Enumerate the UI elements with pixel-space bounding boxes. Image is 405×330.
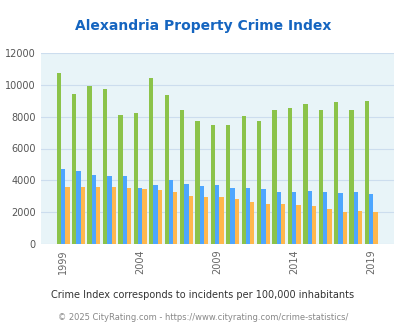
Bar <box>337 193 342 244</box>
Bar <box>138 188 142 244</box>
Bar <box>122 176 127 244</box>
Bar <box>272 110 276 244</box>
Bar <box>87 86 92 244</box>
Bar <box>107 176 111 244</box>
Bar <box>333 102 337 244</box>
Bar <box>364 101 368 244</box>
Bar <box>102 89 107 244</box>
Bar <box>164 95 168 244</box>
Bar <box>349 110 353 244</box>
Bar <box>133 113 138 244</box>
Bar <box>326 209 331 244</box>
Bar <box>226 125 230 244</box>
Bar <box>249 202 254 244</box>
Bar <box>353 192 357 244</box>
Bar <box>158 190 162 244</box>
Bar <box>179 110 184 244</box>
Bar <box>303 104 307 244</box>
Bar <box>72 94 76 244</box>
Bar <box>296 205 300 244</box>
Bar <box>188 196 192 244</box>
Bar <box>234 199 239 244</box>
Text: Crime Index corresponds to incidents per 100,000 inhabitants: Crime Index corresponds to incidents per… <box>51 290 354 300</box>
Bar <box>184 183 188 244</box>
Bar <box>118 115 122 244</box>
Bar <box>291 191 296 244</box>
Bar <box>256 120 261 244</box>
Bar <box>373 212 377 244</box>
Bar <box>276 191 280 244</box>
Bar <box>199 186 203 244</box>
Bar <box>92 175 96 244</box>
Bar <box>81 187 85 244</box>
Bar <box>210 125 215 244</box>
Bar <box>127 188 131 244</box>
Bar <box>307 191 311 244</box>
Bar <box>311 206 315 244</box>
Text: Alexandria Property Crime Index: Alexandria Property Crime Index <box>75 19 330 33</box>
Bar <box>287 108 291 244</box>
Bar <box>153 185 158 244</box>
Text: © 2025 CityRating.com - https://www.cityrating.com/crime-statistics/: © 2025 CityRating.com - https://www.city… <box>58 313 347 322</box>
Bar <box>342 212 346 244</box>
Bar <box>149 78 153 244</box>
Bar <box>61 169 65 244</box>
Bar <box>203 197 208 244</box>
Bar <box>76 171 81 244</box>
Bar <box>241 116 245 244</box>
Bar <box>357 211 362 244</box>
Bar <box>245 187 249 244</box>
Bar <box>219 197 223 244</box>
Bar <box>280 204 285 244</box>
Bar <box>168 180 173 244</box>
Bar <box>215 185 219 244</box>
Bar <box>261 189 265 244</box>
Bar <box>142 189 146 244</box>
Bar <box>57 73 61 244</box>
Bar <box>322 192 326 244</box>
Bar <box>368 194 373 244</box>
Bar <box>96 187 100 244</box>
Bar <box>111 187 115 244</box>
Bar <box>65 187 69 244</box>
Bar <box>195 120 199 244</box>
Bar <box>230 187 234 244</box>
Bar <box>265 204 269 244</box>
Bar <box>173 191 177 244</box>
Bar <box>318 110 322 244</box>
